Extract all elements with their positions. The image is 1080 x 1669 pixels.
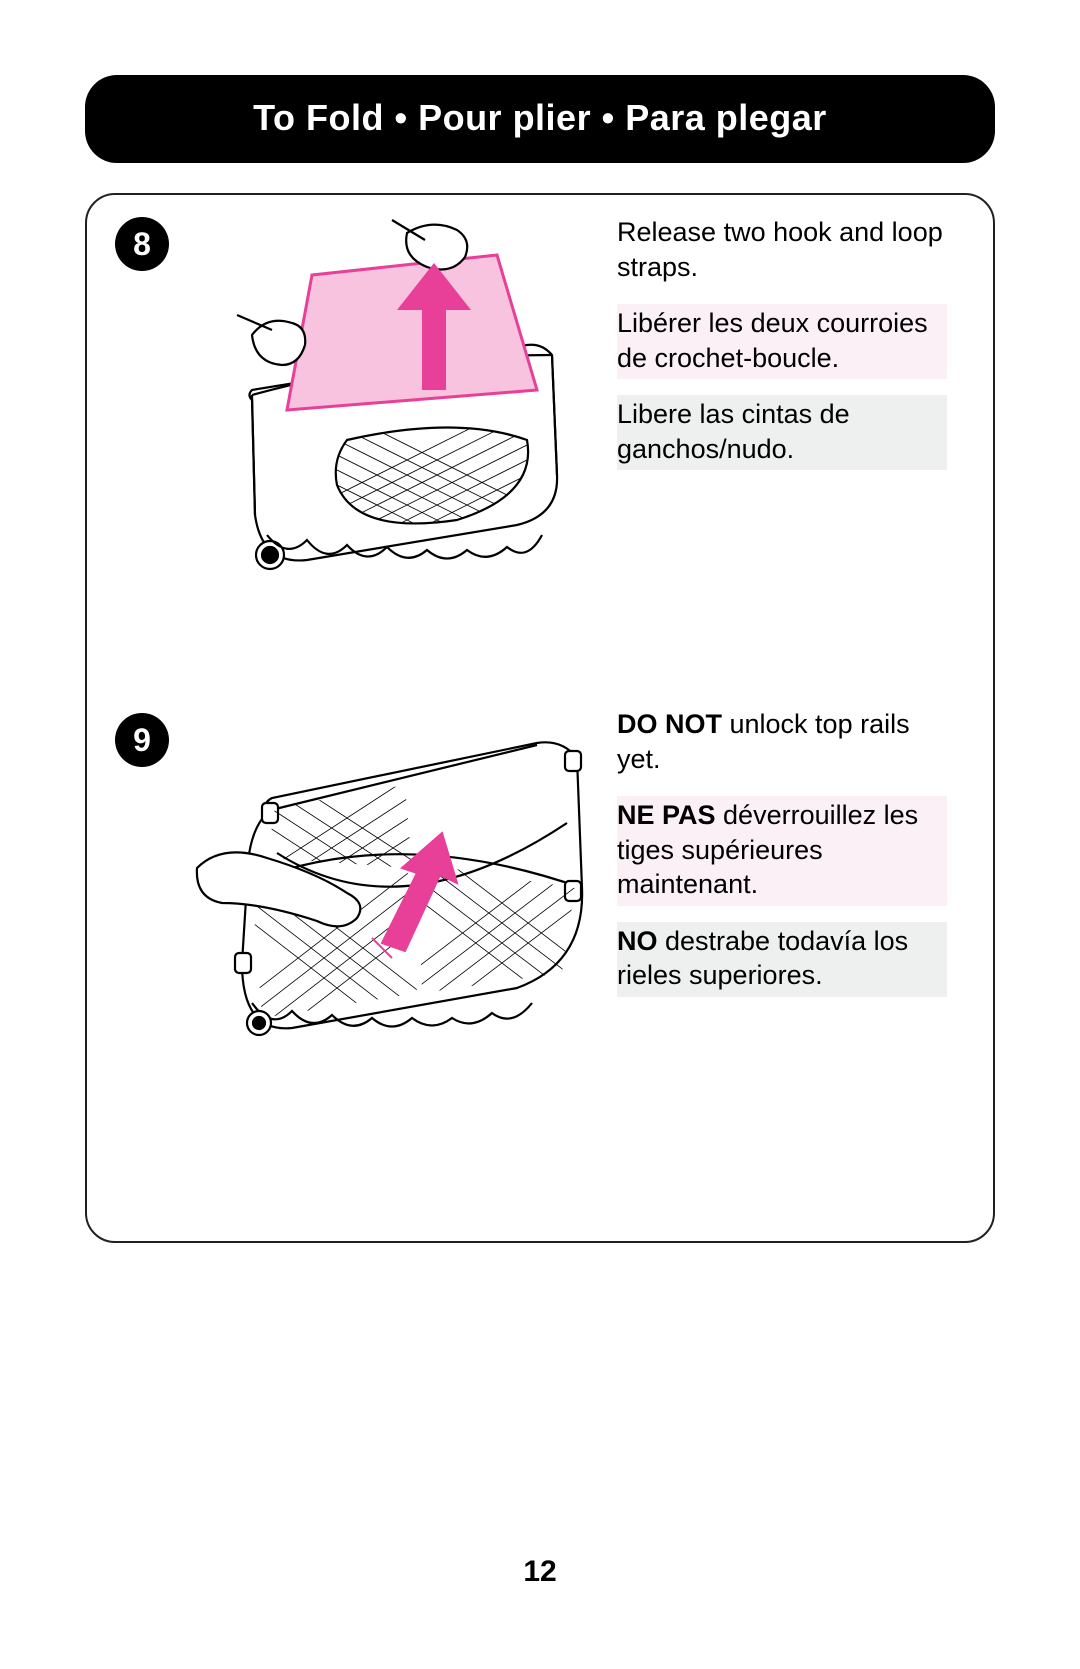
step-9-instruction-fr: NE PAS déverrouillez les tiges supérieur… bbox=[617, 796, 947, 906]
step-9-illustration bbox=[167, 703, 597, 1083]
step-9-es-rest: destrabe todavía los rieles superiores. bbox=[617, 926, 908, 991]
step-8-instruction-en: Release two hook and loop straps. bbox=[617, 213, 947, 288]
step-9-text-column: DO NOT unlock top rails yet. NE PAS déve… bbox=[617, 705, 947, 1013]
step-8: 8 bbox=[115, 217, 169, 271]
step-8-text-column: Release two hook and loop straps. Libére… bbox=[617, 213, 947, 486]
page-number: 12 bbox=[0, 1555, 1080, 1589]
step-number: 9 bbox=[133, 722, 151, 759]
step-9: 9 bbox=[115, 713, 169, 767]
step-number: 8 bbox=[133, 226, 151, 263]
section-title-bar: To Fold • Pour plier • Para plegar bbox=[85, 75, 995, 163]
content-panel: 8 bbox=[85, 193, 995, 1243]
step-8-instruction-fr: Libérer les deux courroies de crochet-bo… bbox=[617, 304, 947, 379]
manual-page: To Fold • Pour plier • Para plegar 8 bbox=[85, 75, 995, 1243]
section-title-text: To Fold • Pour plier • Para plegar bbox=[253, 97, 827, 138]
step-9-instruction-es: NO destrabe todavía los rieles superiore… bbox=[617, 922, 947, 997]
step-9-instruction-en: DO NOT unlock top rails yet. bbox=[617, 705, 947, 780]
step-8-illustration bbox=[197, 215, 597, 595]
playard-lift-mattress-icon bbox=[197, 215, 597, 595]
step-8-instruction-es: Libere las cintas de ganchos/nudo. bbox=[617, 395, 947, 470]
step-number-badge: 8 bbox=[115, 217, 169, 271]
step-9-en-bold: DO NOT bbox=[617, 709, 722, 739]
step-number-badge: 9 bbox=[115, 713, 169, 767]
step-9-es-bold: NO bbox=[617, 926, 658, 956]
step-9-fr-bold: NE PAS bbox=[617, 800, 716, 830]
playard-pull-center-strap-icon bbox=[167, 703, 597, 1083]
